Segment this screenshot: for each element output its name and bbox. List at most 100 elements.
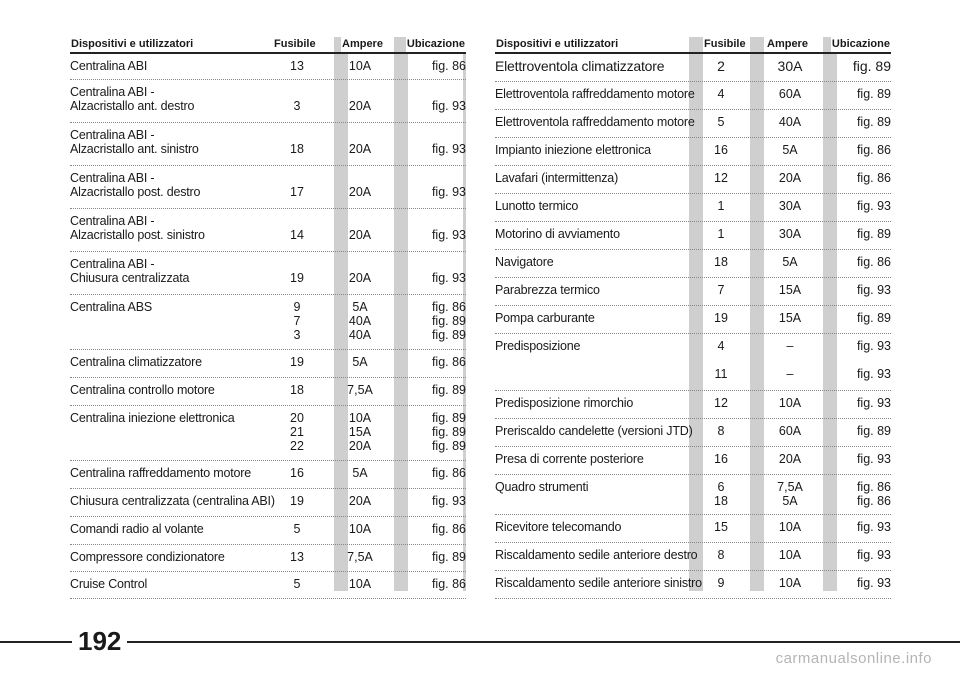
ampere-value: 10A [778,576,802,590]
location-ref: fig. 93 [856,283,891,297]
device-name: Centralina ABI [70,59,148,73]
fuse-number: 5 [293,522,301,536]
device-name: Comandi radio al volante [70,522,204,536]
fuse-column-stripe [334,37,348,591]
location-ref: fig. 86 fig. 89 fig. 89 [431,300,466,342]
location-ref: fig. 93 [431,228,466,242]
location-ref: fig. 89 [431,383,466,397]
table-row: Riscaldamento sedile anteriore destro 8 10… [495,543,891,571]
device-name: Navigatore [495,255,554,269]
location-ref: fig. 89 [856,227,891,241]
ampere-value: 5A [782,143,798,157]
table-row: Pompa carburante 19 15A fig. 89 [495,306,891,334]
table-row: Predisposizione rimorchio 12 10A fig. 93 [495,391,891,419]
location-ref: fig. 93 [856,199,891,213]
location-ref: fig. 86 [431,355,466,369]
location-ref: fig. 93 [856,396,891,410]
ampere-value: 5A [782,255,798,269]
fuse-number: 4 [717,87,725,101]
table-row: Navigatore 18 5A fig. 86 [495,250,891,278]
ampere-value: 15A [778,311,802,325]
ampere-column-stripe [394,37,408,591]
fuse-number: 16 [290,466,304,480]
table-row: Preriscaldo candelette (versioni JTD) 8 60… [495,419,891,447]
location-ref: fig. 89 fig. 89 fig. 89 [431,411,466,453]
ampere-value: 10A [778,548,802,562]
device-name: Quadro strumenti [495,480,589,494]
fuse-number: 6 18 [714,480,728,508]
location-column-stripe [823,37,837,591]
header-location: Ubicazione [405,37,466,52]
device-name: Elettroventola raffreddamento motore [495,115,695,129]
device-name: Chiusura centralizzata (centralina ABI) [70,494,275,508]
table-row: Cruise Control 5 10A fig. 86 [70,572,466,599]
device-name: Elettroventola raffreddamento motore [495,87,695,101]
ampere-value: 15A [778,283,802,297]
ampere-value: 10A [348,522,372,536]
location-ref: fig. 86 [431,577,466,591]
header-ampere: Ampere [341,37,384,52]
device-name: Centralina ABI - Alzacristallo ant. sini… [70,128,199,156]
ampere-value: 5A [352,466,368,480]
fuse-column-stripe [689,37,703,591]
ampere-value: 20A [348,271,372,285]
table-row: Centralina ABI - Chiusura centralizzata … [70,252,466,295]
table-row: Ricevitore telecomando 15 10A fig. 93 [495,515,891,543]
location-ref: fig. 93 [431,271,466,285]
location-ref: fig. 93 [856,548,891,562]
device-name: Presa di corrente posteriore [495,452,644,466]
table-row: Impianto iniezione elettronica 16 5A fig. 8… [495,138,891,166]
table-row: Elettroventola raffreddamento motore 4 60A… [495,82,891,110]
table-row: Centralina ABI - Alzacristallo ant. dest… [70,80,466,123]
location-ref: fig. 86 [431,59,466,73]
device-name: Motorino di avviamento [495,227,620,241]
location-ref: fig. 93 [856,520,891,534]
ampere-value: 7,5A [347,383,373,397]
device-name: Riscaldamento sedile anteriore sinistro [495,576,702,590]
fuse-number: 18 [714,255,728,269]
table-row: Quadro strumenti 6 18 7,5A 5A fig. 86 fig. … [495,475,891,515]
device-name: Centralina ABI - Alzacristallo post. sin… [70,214,205,242]
footer-rule [0,641,960,643]
ampere-value: 40A [778,115,802,129]
ampere-value: 7,5A 5A [777,480,803,508]
fuse-number: 1 [717,199,725,213]
device-name: Centralina climatizzatore [70,355,202,369]
table-row: Centralina ABI 13 10A fig. 86 [70,54,466,80]
table-row: Elettroventola raffreddamento motore 5 40A… [495,110,891,138]
location-ref: fig. 86 [431,466,466,480]
fuse-number: 5 [717,115,725,129]
ampere-value: 20A [348,142,372,156]
table-body: Centralina ABI 13 10A fig. 86 Centralina ABI… [70,54,466,599]
fuse-number: 17 [290,185,304,199]
table-row: Motorino di avviamento 1 30A fig. 89 [495,222,891,250]
fuse-number: 18 [290,142,304,156]
location-column-stripe [463,37,466,591]
ampere-value: 10A [348,59,372,73]
ampere-value: 10A [778,520,802,534]
device-name: Centralina raffreddamento motore [70,466,251,480]
device-name: Lavafari (intermittenza) [495,171,619,185]
device-name: Elettroventola climatizzatore [495,58,665,74]
ampere-value: 10A 15A 20A [348,411,372,453]
device-name: Centralina controllo motore [70,383,215,397]
ampere-value: 20A [348,494,372,508]
location-ref: fig. 86 [856,171,891,185]
fuse-number: 1 [717,227,725,241]
location-ref: fig. 89 [852,58,891,74]
location-ref: fig. 89 [856,424,891,438]
ampere-value: 30A [778,199,802,213]
table-row: Compressore condizionatore 13 7,5A fig. 89 [70,545,466,572]
ampere-value: 20A [348,185,372,199]
table-row: Centralina ABI - Alzacristallo post. des… [70,166,466,209]
device-name: Lunotto termico [495,199,579,213]
fuse-table-right: Dispositivi e utilizzatori Fusibile Ampe… [495,37,891,599]
location-ref: fig. 93 [856,452,891,466]
header-fuse: Fusibile [703,37,747,52]
location-ref: fig. 93 [431,494,466,508]
device-name: Centralina ABI - Alzacristallo post. des… [70,171,201,199]
fuse-number: 7 [717,283,725,297]
device-name: Ricevitore telecomando [495,520,622,534]
ampere-value: 7,5A [347,550,373,564]
fuse-number: 12 [714,396,728,410]
